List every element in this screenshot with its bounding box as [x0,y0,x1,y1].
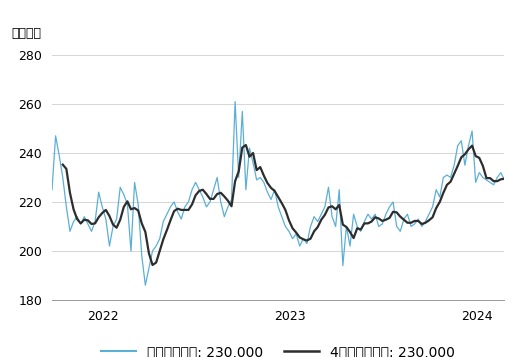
Text: （千件）: （千件） [11,27,41,40]
Legend: 新規申請件数: 230,000, 4週間移動平均: 230,000: 新規申請件数: 230,000, 4週間移動平均: 230,000 [96,340,461,357]
